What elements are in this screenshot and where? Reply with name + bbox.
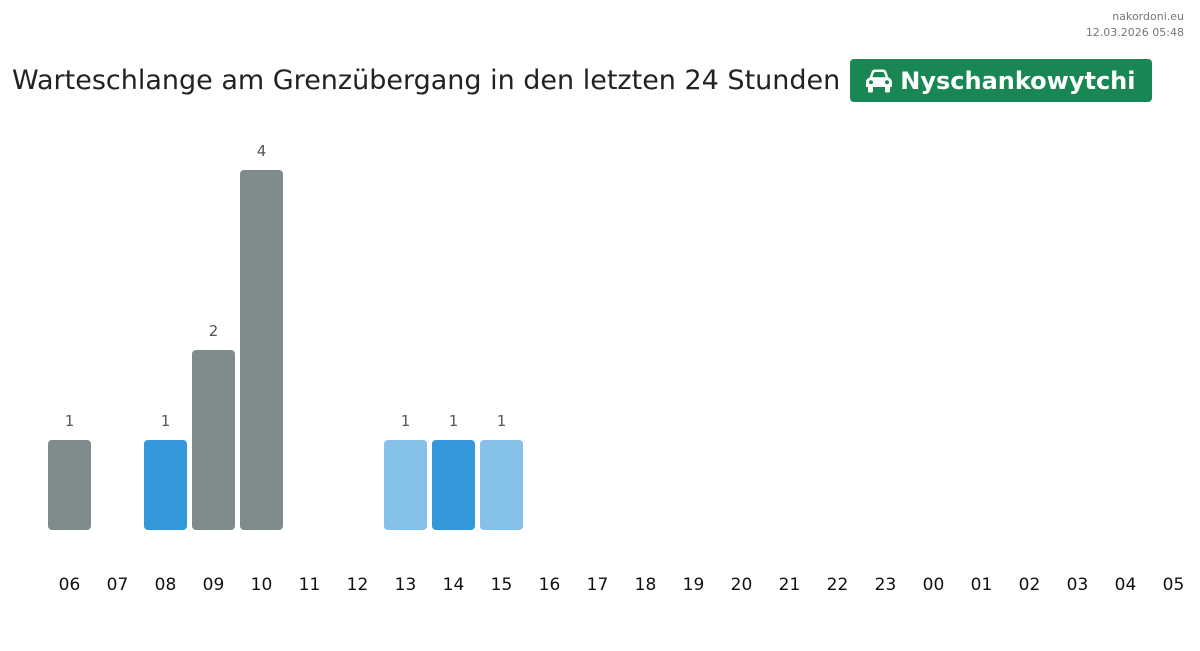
x-tick-11: 11: [299, 575, 321, 595]
x-tick-01: 01: [971, 575, 993, 595]
x-tick-06: 06: [59, 575, 81, 595]
x-tick-04: 04: [1115, 575, 1137, 595]
x-tick-09: 09: [203, 575, 225, 595]
data-label-14: 1: [449, 412, 459, 430]
bar-13: [384, 440, 427, 530]
bar-08: [144, 440, 187, 530]
data-label-13: 1: [401, 412, 411, 430]
x-tick-14: 14: [443, 575, 465, 595]
bar-14: [432, 440, 475, 530]
x-tick-10: 10: [251, 575, 273, 595]
x-tick-13: 13: [395, 575, 417, 595]
x-tick-19: 19: [683, 575, 705, 595]
car-icon: [865, 69, 893, 93]
data-label-06: 1: [65, 412, 75, 430]
bar-06: [48, 440, 91, 530]
bar-09: [192, 350, 235, 530]
x-tick-17: 17: [587, 575, 609, 595]
x-tick-03: 03: [1067, 575, 1089, 595]
chart-header: Warteschlange am Grenzübergang in den le…: [12, 59, 1152, 102]
x-tick-12: 12: [347, 575, 369, 595]
x-tick-16: 16: [539, 575, 561, 595]
x-tick-21: 21: [779, 575, 801, 595]
x-tick-15: 15: [491, 575, 513, 595]
bar-10: [240, 170, 283, 530]
crossing-badge: Nyschankowytchi: [850, 59, 1152, 102]
x-tick-18: 18: [635, 575, 657, 595]
data-label-08: 1: [161, 412, 171, 430]
crossing-name: Nyschankowytchi: [900, 66, 1136, 95]
x-tick-22: 22: [827, 575, 849, 595]
watermark-site: nakordoni.eu: [1112, 10, 1184, 23]
x-tick-23: 23: [875, 575, 897, 595]
data-label-09: 2: [209, 322, 219, 340]
x-tick-00: 00: [923, 575, 945, 595]
x-tick-08: 08: [155, 575, 177, 595]
x-tick-02: 02: [1019, 575, 1041, 595]
data-label-10: 4: [257, 142, 267, 160]
x-tick-20: 20: [731, 575, 753, 595]
watermark: nakordoni.eu 12.03.2026 05:48: [1086, 9, 1184, 41]
data-label-15: 1: [497, 412, 507, 430]
x-tick-05: 05: [1163, 575, 1185, 595]
x-tick-07: 07: [107, 575, 129, 595]
page-title: Warteschlange am Grenzübergang in den le…: [12, 65, 841, 96]
watermark-timestamp: 12.03.2026 05:48: [1085, 26, 1184, 39]
bar-15: [480, 440, 523, 530]
